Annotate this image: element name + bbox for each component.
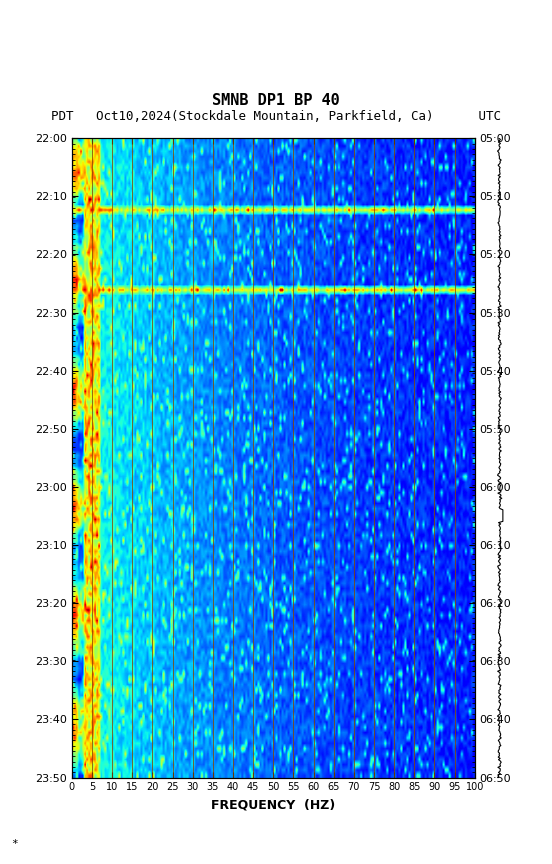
X-axis label: FREQUENCY  (HZ): FREQUENCY (HZ) xyxy=(211,798,336,811)
Text: PDT   Oct10,2024(Stockdale Mountain, Parkfield, Ca)      UTC: PDT Oct10,2024(Stockdale Mountain, Parkf… xyxy=(51,110,501,123)
Text: SMNB DP1 BP 40: SMNB DP1 BP 40 xyxy=(212,93,340,108)
Text: *: * xyxy=(11,839,18,848)
